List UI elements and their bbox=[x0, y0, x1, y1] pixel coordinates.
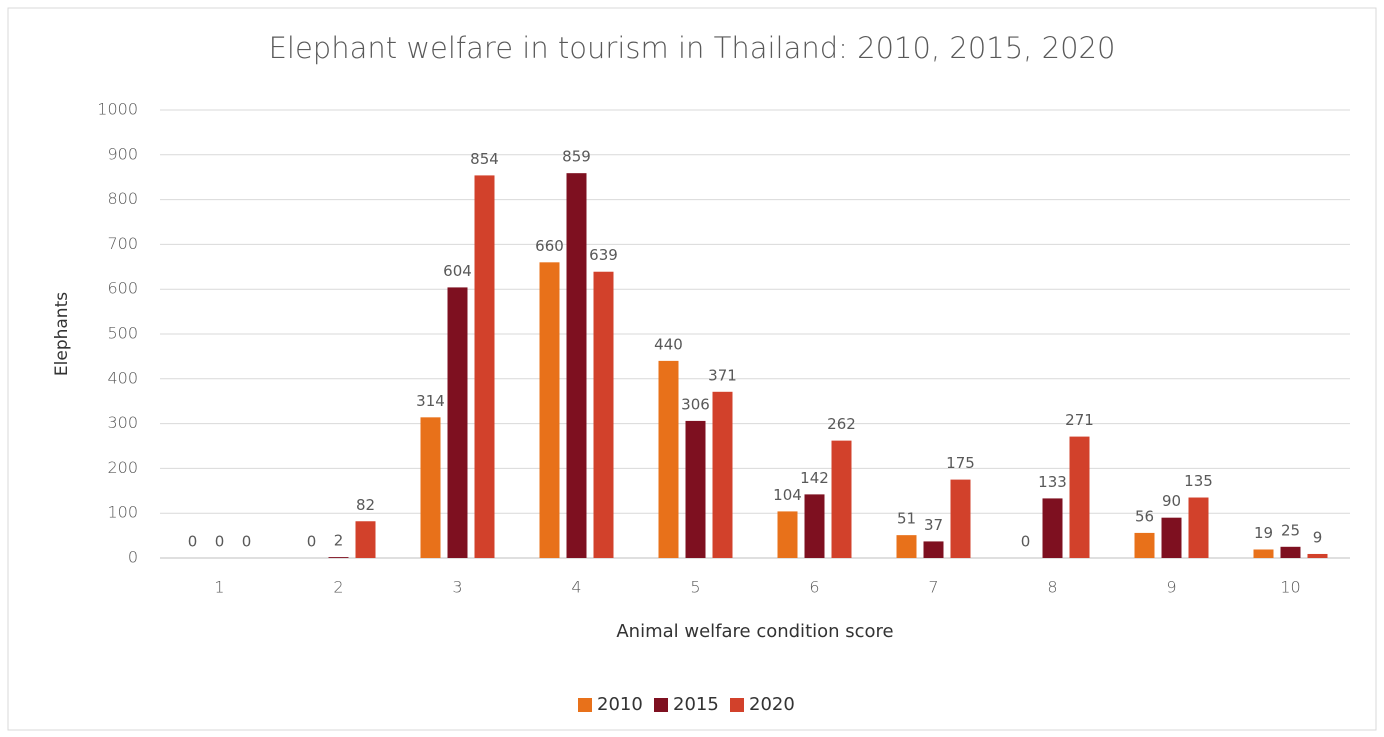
y-tick-label: 700 bbox=[107, 234, 138, 253]
x-tick-label: 8 bbox=[1047, 578, 1057, 597]
bar bbox=[777, 511, 798, 558]
data-label: 440 bbox=[654, 335, 683, 353]
bar bbox=[712, 391, 733, 558]
data-label: 135 bbox=[1184, 472, 1213, 490]
bar bbox=[1280, 546, 1301, 558]
bar bbox=[593, 271, 614, 558]
bar bbox=[447, 287, 468, 558]
legend-label: 2015 bbox=[673, 694, 719, 715]
y-tick-label: 900 bbox=[107, 144, 138, 163]
bar bbox=[1042, 498, 1063, 558]
data-label: 859 bbox=[562, 148, 591, 166]
bar bbox=[1307, 553, 1328, 558]
data-label: 142 bbox=[800, 469, 829, 487]
x-axis-label: Animal welfare condition score bbox=[616, 621, 893, 642]
data-label: 854 bbox=[470, 150, 499, 168]
legend-swatch bbox=[730, 698, 744, 712]
x-tick-label: 2 bbox=[333, 578, 343, 597]
data-label: 0 bbox=[242, 533, 252, 551]
bar bbox=[831, 440, 852, 558]
x-tick-label: 10 bbox=[1280, 578, 1300, 597]
bar bbox=[1253, 549, 1274, 558]
x-tick-label: 3 bbox=[452, 578, 462, 597]
legend-label: 2010 bbox=[597, 694, 643, 715]
data-label: 133 bbox=[1038, 473, 1067, 491]
data-label: 56 bbox=[1135, 507, 1154, 525]
bar bbox=[566, 173, 587, 558]
data-label: 306 bbox=[681, 395, 710, 413]
x-tick-label: 6 bbox=[809, 578, 819, 597]
x-tick-label: 5 bbox=[690, 578, 700, 597]
y-tick-label: 100 bbox=[107, 503, 138, 522]
x-tick-label: 9 bbox=[1166, 578, 1176, 597]
x-tick-label: 7 bbox=[928, 578, 938, 597]
bar bbox=[923, 541, 944, 558]
data-label: 90 bbox=[1162, 492, 1181, 510]
bar bbox=[804, 494, 825, 558]
y-tick-label: 800 bbox=[107, 189, 138, 208]
y-tick-label: 1000 bbox=[97, 100, 138, 119]
data-label: 175 bbox=[946, 454, 975, 472]
bar bbox=[539, 262, 560, 558]
data-label: 271 bbox=[1065, 411, 1094, 429]
data-label: 0 bbox=[188, 533, 198, 551]
data-label: 639 bbox=[589, 246, 618, 264]
bar bbox=[474, 175, 495, 558]
bar bbox=[685, 420, 706, 558]
legend-label: 2020 bbox=[749, 694, 795, 715]
bar bbox=[950, 479, 971, 558]
legend-swatch bbox=[654, 698, 668, 712]
legend-swatch bbox=[578, 698, 592, 712]
data-label: 604 bbox=[443, 262, 472, 280]
y-tick-label: 500 bbox=[107, 324, 138, 343]
bar bbox=[896, 535, 917, 558]
bar bbox=[355, 521, 376, 558]
data-label: 104 bbox=[773, 486, 802, 504]
bar bbox=[1161, 517, 1182, 558]
x-tick-label: 1 bbox=[214, 578, 224, 597]
bar bbox=[1134, 532, 1155, 558]
bar bbox=[1188, 497, 1209, 558]
data-label: 25 bbox=[1281, 521, 1300, 539]
data-label: 2 bbox=[334, 532, 344, 550]
chart-frame bbox=[7, 7, 1377, 731]
bar bbox=[328, 557, 349, 558]
data-label: 660 bbox=[535, 237, 564, 255]
chart-title: Elephant welfare in tourism in Thailand:… bbox=[269, 31, 1116, 65]
data-label: 19 bbox=[1254, 524, 1273, 542]
y-tick-label: 300 bbox=[107, 413, 138, 432]
x-tick-label: 4 bbox=[571, 578, 581, 597]
data-label: 82 bbox=[356, 496, 375, 514]
y-tick-label: 200 bbox=[107, 458, 138, 477]
data-label: 0 bbox=[1021, 533, 1031, 551]
data-label: 314 bbox=[416, 392, 445, 410]
bar bbox=[1069, 436, 1090, 558]
data-label: 37 bbox=[924, 516, 943, 534]
y-tick-label: 400 bbox=[107, 368, 138, 387]
data-label: 0 bbox=[307, 533, 317, 551]
data-label: 371 bbox=[708, 366, 737, 384]
bar bbox=[658, 360, 679, 558]
y-tick-label: 600 bbox=[107, 279, 138, 298]
y-axis-label: Elephants bbox=[52, 292, 72, 376]
data-label: 262 bbox=[827, 415, 856, 433]
data-label: 51 bbox=[897, 510, 916, 528]
y-tick-label: 0 bbox=[128, 548, 138, 567]
data-label: 0 bbox=[215, 533, 225, 551]
data-label: 9 bbox=[1313, 528, 1323, 546]
bar bbox=[420, 417, 441, 558]
